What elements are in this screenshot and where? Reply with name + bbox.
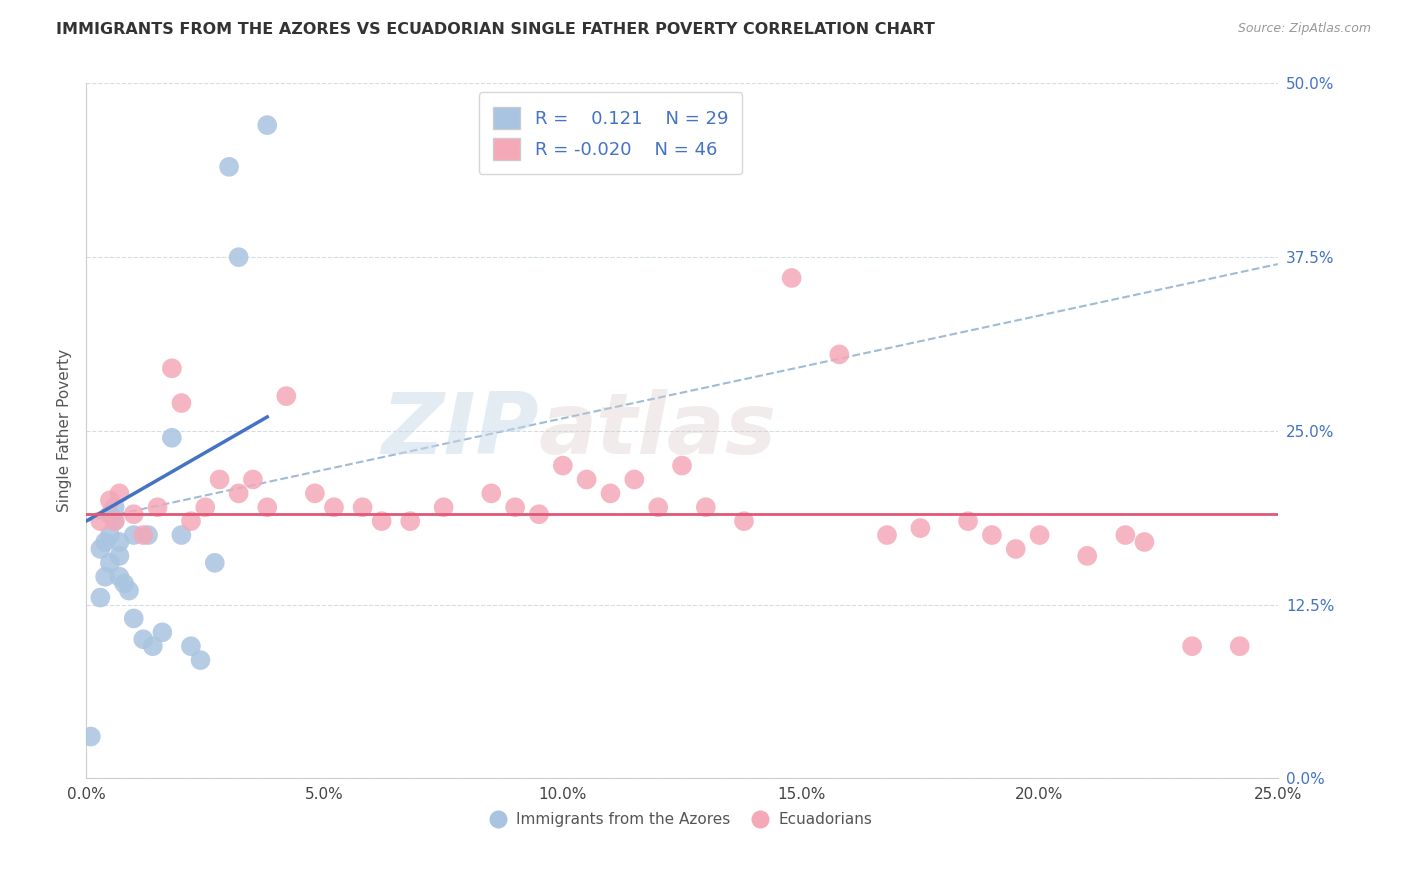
Point	[479, 486, 502, 500]
Point	[104, 514, 127, 528]
Text: IMMIGRANTS FROM THE AZORES VS ECUADORIAN SINGLE FATHER POVERTY CORRELATION CHART: IMMIGRANTS FROM THE AZORES VS ECUADORIAN…	[56, 22, 935, 37]
Point	[89, 591, 111, 605]
Point	[828, 347, 851, 361]
Point	[180, 639, 202, 653]
Point	[276, 389, 298, 403]
Point	[122, 507, 145, 521]
Text: Source: ZipAtlas.com: Source: ZipAtlas.com	[1237, 22, 1371, 36]
Point	[94, 535, 117, 549]
Point	[122, 528, 145, 542]
Point	[910, 521, 932, 535]
Point	[780, 271, 803, 285]
Point	[218, 160, 240, 174]
Point	[957, 514, 980, 528]
Point	[1004, 541, 1026, 556]
Point	[256, 118, 278, 132]
Point	[98, 556, 121, 570]
Point	[160, 361, 183, 376]
Point	[146, 500, 169, 515]
Point	[112, 576, 135, 591]
Point	[623, 473, 645, 487]
Point	[242, 473, 264, 487]
Point	[150, 625, 173, 640]
Point	[108, 549, 131, 563]
Point	[1133, 535, 1156, 549]
Point	[433, 500, 456, 515]
Point	[190, 653, 212, 667]
Point	[370, 514, 392, 528]
Legend: Immigrants from the Azores, Ecuadorians: Immigrants from the Azores, Ecuadorians	[486, 805, 879, 833]
Point	[323, 500, 346, 515]
Point	[304, 486, 326, 500]
Point	[170, 396, 193, 410]
Text: atlas: atlas	[538, 389, 778, 473]
Point	[132, 632, 155, 647]
Point	[194, 500, 217, 515]
Point	[695, 500, 717, 515]
Point	[256, 500, 278, 515]
Point	[108, 535, 131, 549]
Point	[89, 541, 111, 556]
Point	[122, 611, 145, 625]
Point	[136, 528, 159, 542]
Point	[1028, 528, 1050, 542]
Point	[89, 514, 111, 528]
Point	[647, 500, 669, 515]
Point	[98, 528, 121, 542]
Point	[1181, 639, 1204, 653]
Point	[180, 514, 202, 528]
Point	[170, 528, 193, 542]
Point	[94, 570, 117, 584]
Point	[733, 514, 755, 528]
Point	[228, 250, 250, 264]
Point	[80, 730, 103, 744]
Point	[671, 458, 693, 473]
Point	[108, 486, 131, 500]
Point	[551, 458, 574, 473]
Point	[599, 486, 621, 500]
Point	[98, 507, 121, 521]
Point	[104, 500, 127, 515]
Point	[980, 528, 1002, 542]
Point	[503, 500, 526, 515]
Point	[527, 507, 550, 521]
Point	[132, 528, 155, 542]
Y-axis label: Single Father Poverty: Single Father Poverty	[58, 350, 72, 512]
Text: ZIP: ZIP	[381, 389, 538, 473]
Point	[142, 639, 165, 653]
Point	[204, 556, 226, 570]
Point	[108, 570, 131, 584]
Point	[399, 514, 422, 528]
Point	[160, 431, 183, 445]
Point	[1076, 549, 1098, 563]
Point	[98, 493, 121, 508]
Point	[575, 473, 598, 487]
Point	[228, 486, 250, 500]
Point	[104, 514, 127, 528]
Point	[208, 473, 231, 487]
Point	[352, 500, 374, 515]
Point	[1229, 639, 1251, 653]
Point	[118, 583, 141, 598]
Point	[1114, 528, 1136, 542]
Point	[876, 528, 898, 542]
